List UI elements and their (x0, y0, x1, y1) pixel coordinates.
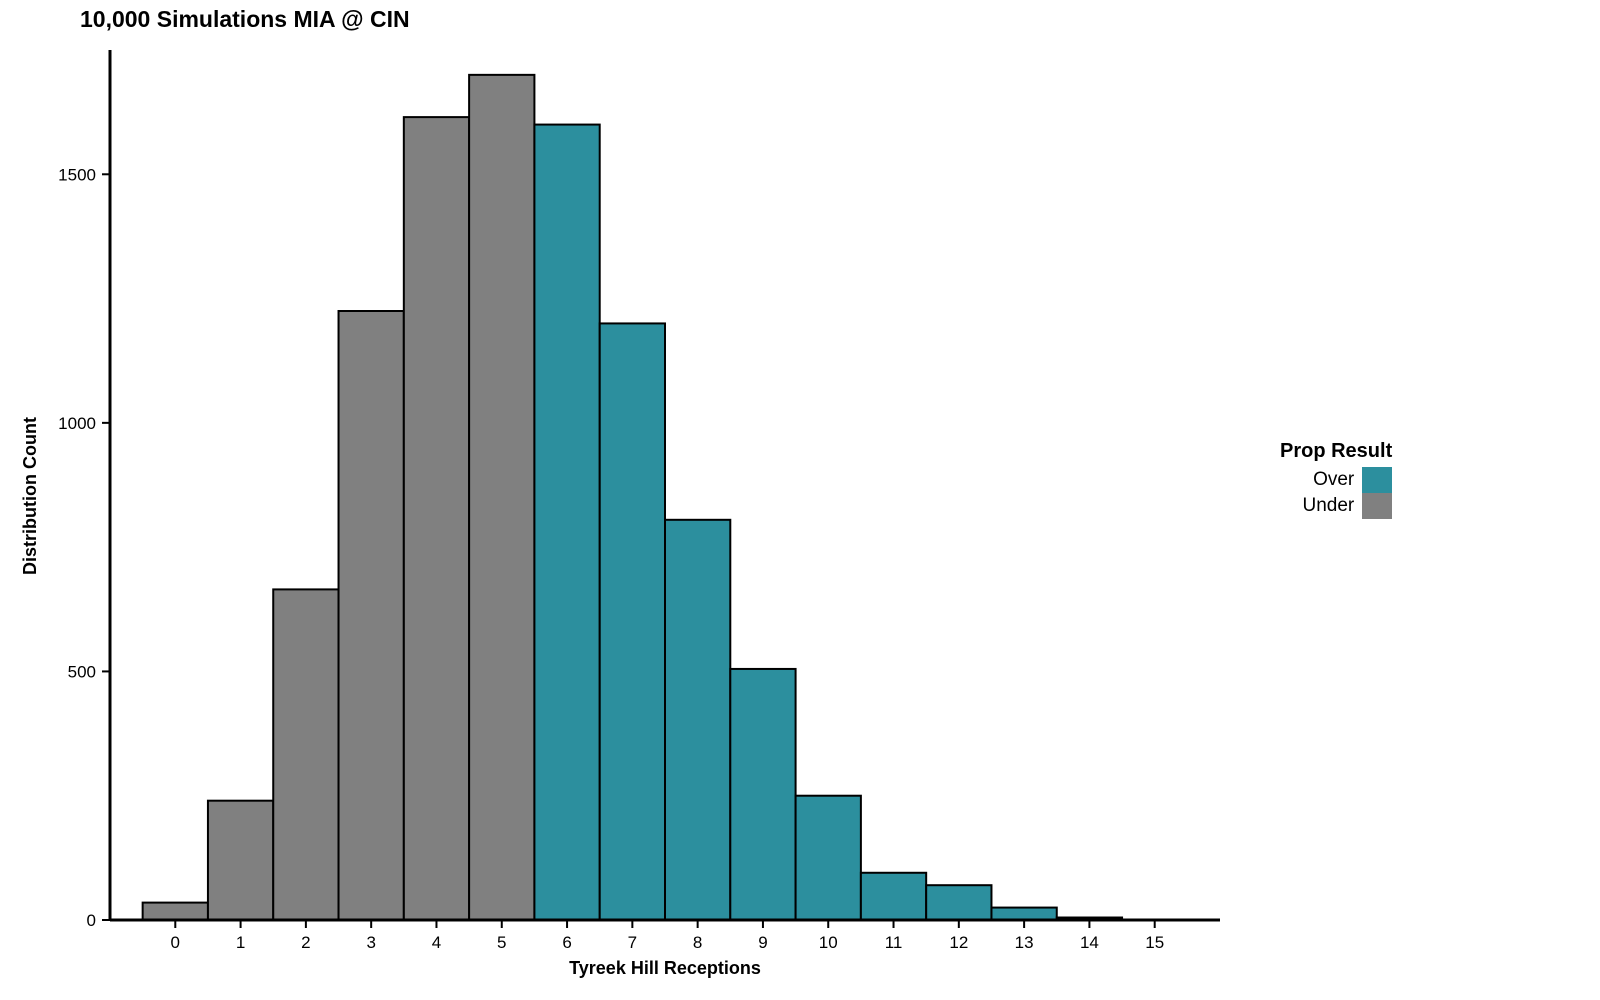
histogram-bar (534, 125, 599, 920)
x-tick-label: 5 (497, 933, 506, 952)
histogram-bar (273, 589, 338, 920)
legend-swatch (1362, 493, 1392, 519)
histogram-bar (730, 669, 795, 920)
x-tick-label: 9 (758, 933, 767, 952)
x-tick-label: 11 (885, 933, 903, 952)
histogram-bar (404, 117, 469, 920)
histogram-bar (926, 885, 991, 920)
legend-item: Over (1280, 467, 1392, 493)
legend-item: Under (1280, 493, 1392, 519)
histogram-bar (469, 75, 534, 920)
legend: Prop Result Over Under (1280, 440, 1392, 519)
x-tick-label: 15 (1145, 933, 1164, 952)
histogram-bar (991, 908, 1056, 920)
y-tick-label: 0 (87, 911, 96, 930)
x-tick-label: 3 (366, 933, 375, 952)
x-tick-label: 7 (628, 933, 637, 952)
histogram-bar (861, 873, 926, 920)
histogram-bar (665, 520, 730, 920)
y-tick-label: 500 (68, 662, 96, 681)
histogram-bar (208, 801, 273, 920)
y-tick-label: 1500 (58, 165, 96, 184)
x-tick-label: 6 (562, 933, 571, 952)
y-tick-label: 1000 (58, 414, 96, 433)
x-tick-label: 1 (236, 933, 245, 952)
x-tick-label: 4 (432, 933, 441, 952)
legend-title: Prop Result (1280, 440, 1392, 463)
x-tick-label: 12 (949, 933, 968, 952)
x-tick-label: 2 (301, 933, 310, 952)
x-tick-label: 8 (693, 933, 702, 952)
x-tick-label: 10 (819, 933, 838, 952)
x-tick-label: 14 (1080, 933, 1099, 952)
legend-item-label: Under (1292, 495, 1354, 517)
legend-swatch (1362, 467, 1392, 493)
histogram-bar (796, 796, 861, 920)
x-tick-label: 13 (1015, 933, 1034, 952)
histogram-bar (600, 323, 665, 920)
legend-item-label: Over (1292, 469, 1354, 491)
histogram-bar (339, 311, 404, 920)
histogram-bar (143, 903, 208, 920)
x-tick-label: 0 (171, 933, 180, 952)
